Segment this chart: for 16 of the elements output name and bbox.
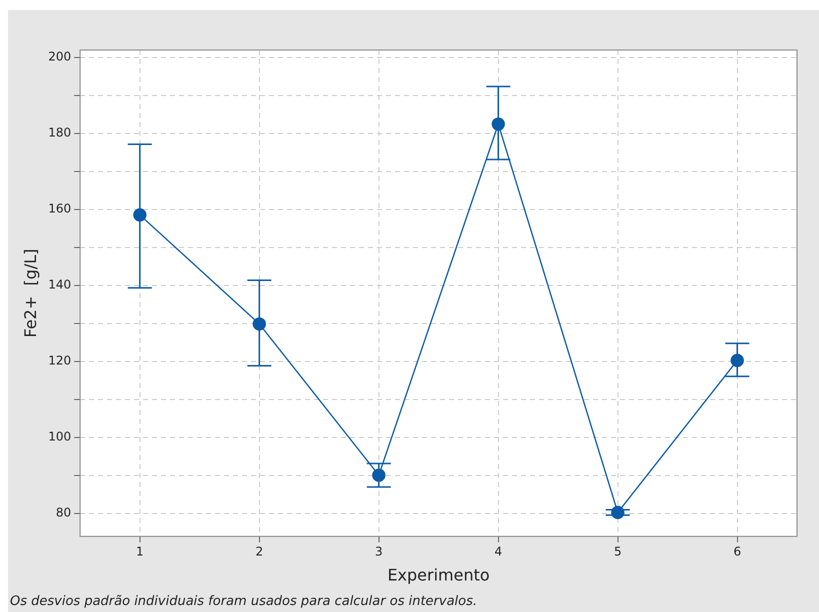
y-tick-label: 120 (48, 354, 72, 368)
x-tick-label: 2 (256, 544, 264, 559)
y-tick-label: 180 (48, 126, 72, 140)
y-tick-label: 200 (48, 50, 72, 64)
y-axis-title: Fe2+ [g/L] (20, 248, 40, 338)
x-tick-label: 1 (136, 544, 144, 559)
x-tick-label: 3 (374, 544, 383, 559)
y-tick-label: 80 (56, 506, 72, 520)
x-tick-label: 5 (614, 544, 622, 559)
y-tick-label: 100 (48, 430, 72, 444)
y-tick-label: 140 (48, 278, 72, 292)
x-tick-label: 4 (494, 544, 502, 559)
x-axis-title: Experimento (387, 566, 490, 585)
x-tick-label: 6 (733, 544, 742, 559)
y-tick-label: 160 (48, 202, 72, 216)
text: Os desvios padrão individuais foram usados para calcular os intervalos. (10, 594, 478, 609)
